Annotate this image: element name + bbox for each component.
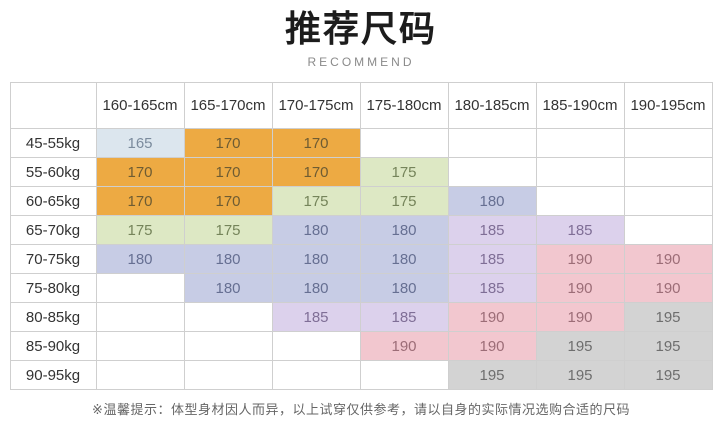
size-cell: 180	[271, 244, 361, 275]
table-row: 75-80kg 180 180 180 185 190 190	[9, 273, 713, 304]
size-cell: 190	[535, 244, 625, 275]
size-cell: 195	[535, 331, 625, 362]
size-cell: 190	[359, 331, 449, 362]
empty-cell	[95, 360, 185, 391]
empty-cell	[183, 331, 273, 362]
size-cell: 170	[95, 186, 185, 217]
size-cell: 170	[95, 157, 185, 188]
col-header-height: 160-165cm	[95, 82, 185, 130]
corner-cell	[9, 82, 97, 130]
size-cell: 185	[447, 244, 537, 275]
row-header-weight: 65-70kg	[9, 215, 97, 246]
row-header-weight: 90-95kg	[9, 360, 97, 391]
empty-cell	[359, 128, 449, 159]
row-header-weight: 75-80kg	[9, 273, 97, 304]
empty-cell	[535, 157, 625, 188]
table-row: 60-65kg 170 170 175 175 180	[9, 186, 713, 217]
size-cell: 185	[447, 215, 537, 246]
size-table: 160-165cm 165-170cm 170-175cm 175-180cm 180-…	[9, 82, 713, 391]
col-header-height: 170-175cm	[271, 82, 361, 130]
row-header-weight: 60-65kg	[9, 186, 97, 217]
footer-note: ※温馨提示：体型身材因人而异，以上试穿仅供参考，请以自身的实际情况选购合适的尺码	[92, 402, 630, 418]
empty-cell	[623, 186, 713, 217]
size-cell: 175	[183, 215, 273, 246]
page-title: 推荐尺码	[284, 8, 437, 49]
row-header-weight: 80-85kg	[9, 302, 97, 333]
size-cell: 180	[183, 244, 273, 275]
empty-cell	[535, 186, 625, 217]
table-row: 65-70kg 175 175 180 180 185 185	[9, 215, 713, 246]
table-row: 55-60kg 170 170 170 175	[9, 157, 713, 188]
table-row: 70-75kg 180 180 180 180 185 190 190	[9, 244, 713, 275]
size-cell: 195	[623, 302, 713, 333]
empty-cell	[95, 302, 185, 333]
empty-cell	[95, 331, 185, 362]
size-cell: 175	[359, 157, 449, 188]
size-cell: 170	[271, 157, 361, 188]
empty-cell	[535, 128, 625, 159]
empty-cell	[95, 273, 185, 304]
empty-cell	[623, 215, 713, 246]
table-row: 80-85kg 185 185 190 190 195	[9, 302, 713, 333]
size-cell: 190	[623, 273, 713, 304]
size-cell: 165	[95, 128, 185, 159]
size-cell: 180	[359, 215, 449, 246]
table-row: 90-95kg 195 195 195	[9, 360, 713, 391]
size-cell: 180	[447, 186, 537, 217]
size-cell: 175	[359, 186, 449, 217]
size-cell: 190	[535, 302, 625, 333]
size-cell: 180	[359, 273, 449, 304]
col-header-height: 175-180cm	[359, 82, 449, 130]
size-cell: 180	[271, 273, 361, 304]
row-header-weight: 55-60kg	[9, 157, 97, 188]
size-cell: 170	[271, 128, 361, 159]
empty-cell	[359, 360, 449, 391]
size-cell: 185	[447, 273, 537, 304]
size-cell: 185	[271, 302, 361, 333]
size-cell: 180	[183, 273, 273, 304]
page-subtitle: RECOMMEND	[307, 55, 415, 70]
size-cell: 195	[623, 331, 713, 362]
size-cell: 185	[359, 302, 449, 333]
size-cell: 185	[535, 215, 625, 246]
size-cell: 180	[271, 215, 361, 246]
size-cell: 175	[95, 215, 185, 246]
row-header-weight: 70-75kg	[9, 244, 97, 275]
row-header-weight: 45-55kg	[9, 128, 97, 159]
empty-cell	[623, 128, 713, 159]
empty-cell	[623, 157, 713, 188]
empty-cell	[447, 128, 537, 159]
size-cell: 170	[183, 157, 273, 188]
size-cell: 190	[623, 244, 713, 275]
size-cell: 180	[95, 244, 185, 275]
col-header-height: 180-185cm	[447, 82, 537, 130]
size-cell: 175	[271, 186, 361, 217]
size-cell: 190	[447, 331, 537, 362]
table-header-row: 160-165cm 165-170cm 170-175cm 175-180cm 180-…	[9, 82, 713, 130]
col-header-height: 190-195cm	[623, 82, 713, 130]
size-cell: 195	[535, 360, 625, 391]
empty-cell	[447, 157, 537, 188]
col-header-height: 165-170cm	[183, 82, 273, 130]
empty-cell	[183, 302, 273, 333]
row-header-weight: 85-90kg	[9, 331, 97, 362]
size-cell: 170	[183, 186, 273, 217]
col-header-height: 185-190cm	[535, 82, 625, 130]
empty-cell	[271, 360, 361, 391]
size-cell: 180	[359, 244, 449, 275]
size-cell: 190	[535, 273, 625, 304]
empty-cell	[271, 331, 361, 362]
size-cell: 170	[183, 128, 273, 159]
size-cell: 190	[447, 302, 537, 333]
table-row: 85-90kg 190 190 195 195	[9, 331, 713, 362]
size-cell: 195	[447, 360, 537, 391]
table-row: 45-55kg 165 170 170	[9, 128, 713, 159]
size-cell: 195	[623, 360, 713, 391]
empty-cell	[183, 360, 273, 391]
